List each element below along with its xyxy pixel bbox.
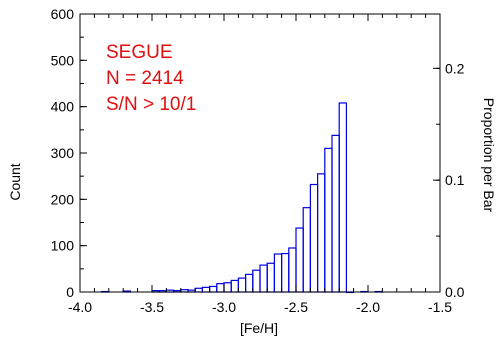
y2-tick-label: 0.1 xyxy=(445,172,465,188)
y-tick-label: 300 xyxy=(51,145,75,161)
y-axis-title: Count xyxy=(7,163,23,200)
y-tick-label: 100 xyxy=(51,238,75,254)
x-tick-label: -4.0 xyxy=(68,299,92,315)
x-axis-title: [Fe/H] xyxy=(240,320,278,336)
y2-axis-title: Proportion per Bar xyxy=(481,98,497,213)
x-tick-label: -1.5 xyxy=(428,299,452,315)
x-tick-label: -2.5 xyxy=(284,299,308,315)
y-tick-label: 400 xyxy=(51,99,75,115)
y2-tick-label: 0.2 xyxy=(445,60,465,76)
annotation-snr: S/N > 10/1 xyxy=(106,94,196,115)
x-tick-label: -3.0 xyxy=(212,299,236,315)
y-tick-label: 0 xyxy=(66,284,74,300)
y-tick-label: 500 xyxy=(51,52,75,68)
x-tick-label: -3.5 xyxy=(140,299,164,315)
annotation-count: N = 2414 xyxy=(106,68,184,89)
y-tick-label: 600 xyxy=(51,6,75,22)
y2-tick-label: 0.0 xyxy=(445,284,465,300)
x-tick-label: -2.0 xyxy=(356,299,380,315)
ticks-group: -4.0 -3.5 -3.0 -2.5 -2.0 -1.5 0 100 200 300 400 500… xyxy=(51,6,465,315)
annotation-sample: SEGUE xyxy=(106,42,173,63)
y-tick-label: 200 xyxy=(51,191,75,207)
